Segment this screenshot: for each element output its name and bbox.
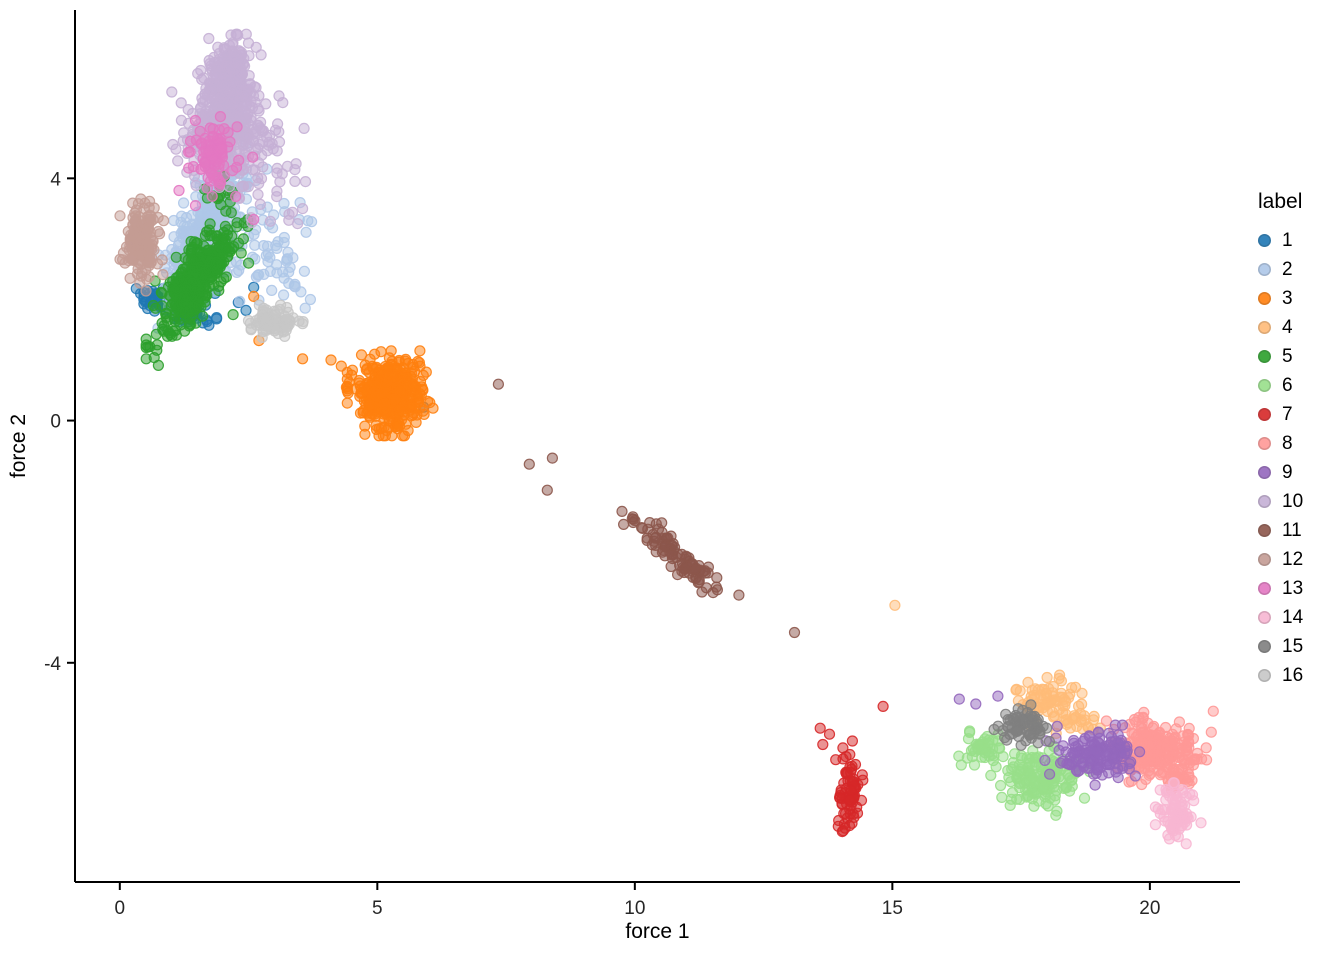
series-14-points <box>1149 777 1207 850</box>
legend-item-5: 5 <box>1258 342 1303 371</box>
series-5-points <box>140 166 255 371</box>
legend-label: 3 <box>1282 288 1293 309</box>
legend-swatch <box>1258 553 1271 566</box>
x-tick-label: 10 <box>624 898 645 919</box>
legend-label: 13 <box>1282 578 1304 599</box>
legend-label: 1 <box>1282 230 1293 251</box>
series-6-points <box>953 725 1096 821</box>
legend-item-10: 10 <box>1258 487 1303 516</box>
y-tick-label: 0 <box>50 412 61 433</box>
series-16-points <box>242 299 309 343</box>
legend-title: label <box>1258 190 1303 213</box>
series-11-points <box>492 378 801 639</box>
legend-item-12: 12 <box>1258 545 1303 574</box>
y-tick-label: -4 <box>44 654 61 675</box>
legend-item-6: 6 <box>1258 371 1303 400</box>
legend-swatch <box>1258 321 1271 334</box>
legend-item-13: 13 <box>1258 574 1303 603</box>
series-3-points <box>248 290 439 442</box>
x-tick-label: 15 <box>882 898 903 919</box>
legend-item-2: 2 <box>1258 255 1303 284</box>
x-tick-label: 5 <box>372 898 383 919</box>
legend-item-11: 11 <box>1258 516 1303 545</box>
legend-item-14: 14 <box>1258 603 1303 632</box>
series-4-points <box>889 599 1106 740</box>
series-13-points <box>173 110 260 226</box>
legend-item-1: 1 <box>1258 226 1303 255</box>
series-9-points <box>953 690 1146 791</box>
legend-label: 10 <box>1282 491 1304 512</box>
legend-label: 6 <box>1282 375 1293 396</box>
legend-swatch <box>1258 669 1271 682</box>
legend-swatch <box>1258 408 1271 421</box>
legend-swatch <box>1258 611 1271 624</box>
legend-item-16: 16 <box>1258 661 1303 690</box>
legend-item-15: 15 <box>1258 632 1303 661</box>
legend-swatch <box>1258 640 1271 653</box>
legend-label: 16 <box>1282 665 1304 686</box>
legend-swatch <box>1258 350 1271 363</box>
legend-item-8: 8 <box>1258 429 1303 458</box>
legend-item-3: 3 <box>1258 284 1303 313</box>
legend-swatch <box>1258 466 1271 479</box>
legend-items: 1 2 3 4 5 6 7 8 9 10 11 12 13 14 15 16 <box>1258 226 1303 690</box>
legend-label: 11 <box>1282 520 1302 541</box>
legend-label: 9 <box>1282 462 1293 483</box>
legend-swatch <box>1258 379 1271 392</box>
series-15-points <box>988 699 1056 751</box>
legend-label: 2 <box>1282 259 1293 280</box>
legend-label: 12 <box>1282 549 1304 570</box>
legend-label: 5 <box>1282 346 1293 367</box>
legend-label: 8 <box>1282 433 1293 454</box>
legend: label 1 2 3 4 5 6 7 8 9 10 11 12 13 14 15 16 <box>1258 190 1303 690</box>
x-tick-label: 0 <box>115 898 126 919</box>
legend-label: 7 <box>1282 404 1293 425</box>
x-axis-label: force 1 <box>625 920 689 943</box>
legend-item-9: 9 <box>1258 458 1303 487</box>
series-12-points <box>114 193 170 297</box>
series-7-points <box>814 700 889 838</box>
legend-swatch <box>1258 292 1271 305</box>
legend-item-7: 7 <box>1258 400 1303 429</box>
legend-label: 4 <box>1282 317 1293 338</box>
legend-swatch <box>1258 234 1271 247</box>
legend-swatch <box>1258 263 1271 276</box>
y-tick-label: 4 <box>50 169 61 190</box>
legend-item-4: 4 <box>1258 313 1303 342</box>
legend-swatch <box>1258 582 1271 595</box>
legend-swatch <box>1258 495 1271 508</box>
legend-swatch <box>1258 524 1271 537</box>
legend-label: 15 <box>1282 636 1304 657</box>
x-tick-label: 20 <box>1139 898 1160 919</box>
legend-label: 14 <box>1282 607 1304 628</box>
legend-swatch <box>1258 437 1271 450</box>
y-axis-label: force 2 <box>7 414 30 478</box>
